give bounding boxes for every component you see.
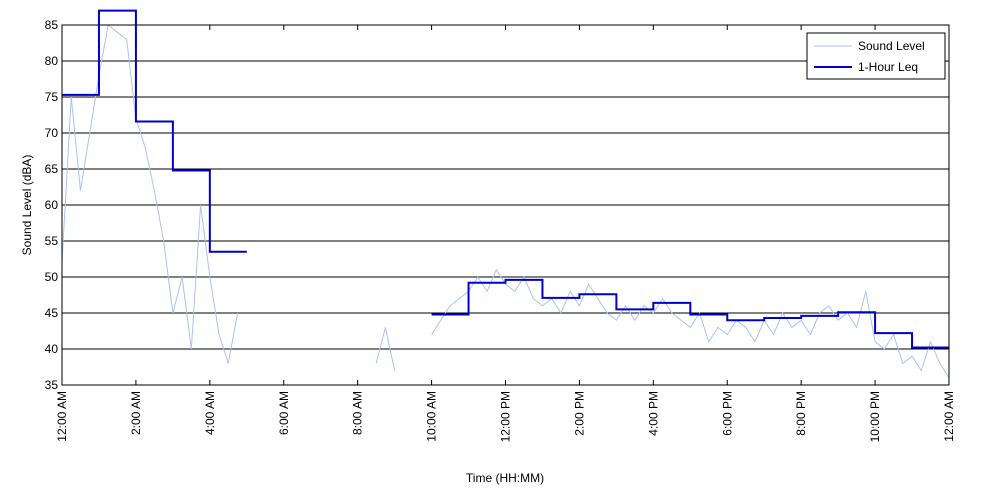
x-tick-label: 10:00 AM <box>425 391 439 442</box>
x-tick-label: 12:00 AM <box>942 391 956 442</box>
legend-box <box>806 32 946 80</box>
x-tick-label: 8:00 PM <box>794 391 808 436</box>
series-line <box>431 268 950 379</box>
y-tick-label: 35 <box>45 378 59 392</box>
x-tick-label: 2:00 AM <box>129 391 143 435</box>
x-tick-label: 8:00 AM <box>351 391 365 435</box>
y-tick-label: 45 <box>45 306 59 320</box>
series-line <box>61 24 239 364</box>
y-tick-label: 80 <box>45 54 59 68</box>
y-axis-label: Sound Level (dBA) <box>20 155 34 256</box>
x-tick-label: 6:00 AM <box>277 391 291 435</box>
legend-label: Sound Level <box>858 39 925 53</box>
x-tick-label: 4:00 PM <box>646 391 660 436</box>
y-tick-label: 70 <box>45 126 59 140</box>
x-axis-label: Time (HH:MM) <box>466 471 544 485</box>
legend-label: 1-Hour Leq <box>858 60 918 74</box>
x-tick-label: 12:00 AM <box>55 391 69 442</box>
y-tick-label: 55 <box>45 234 59 248</box>
x-tick-label: 12:00 PM <box>499 391 513 442</box>
series-line <box>62 9 247 253</box>
plot-frame <box>61 24 950 386</box>
x-tick-label: 2:00 PM <box>572 391 586 436</box>
series-line <box>375 327 396 371</box>
y-tick-label: 40 <box>45 342 59 356</box>
x-tick-label: 6:00 PM <box>720 391 734 436</box>
y-tick-label: 65 <box>45 162 59 176</box>
x-tick-label: 10:00 PM <box>868 391 882 442</box>
y-tick-label: 85 <box>45 18 59 32</box>
x-tick-label: 4:00 AM <box>203 391 217 435</box>
series-line <box>431 278 949 349</box>
y-tick-label: 75 <box>45 90 59 104</box>
y-tick-label: 60 <box>45 198 59 212</box>
y-tick-label: 50 <box>45 270 59 284</box>
